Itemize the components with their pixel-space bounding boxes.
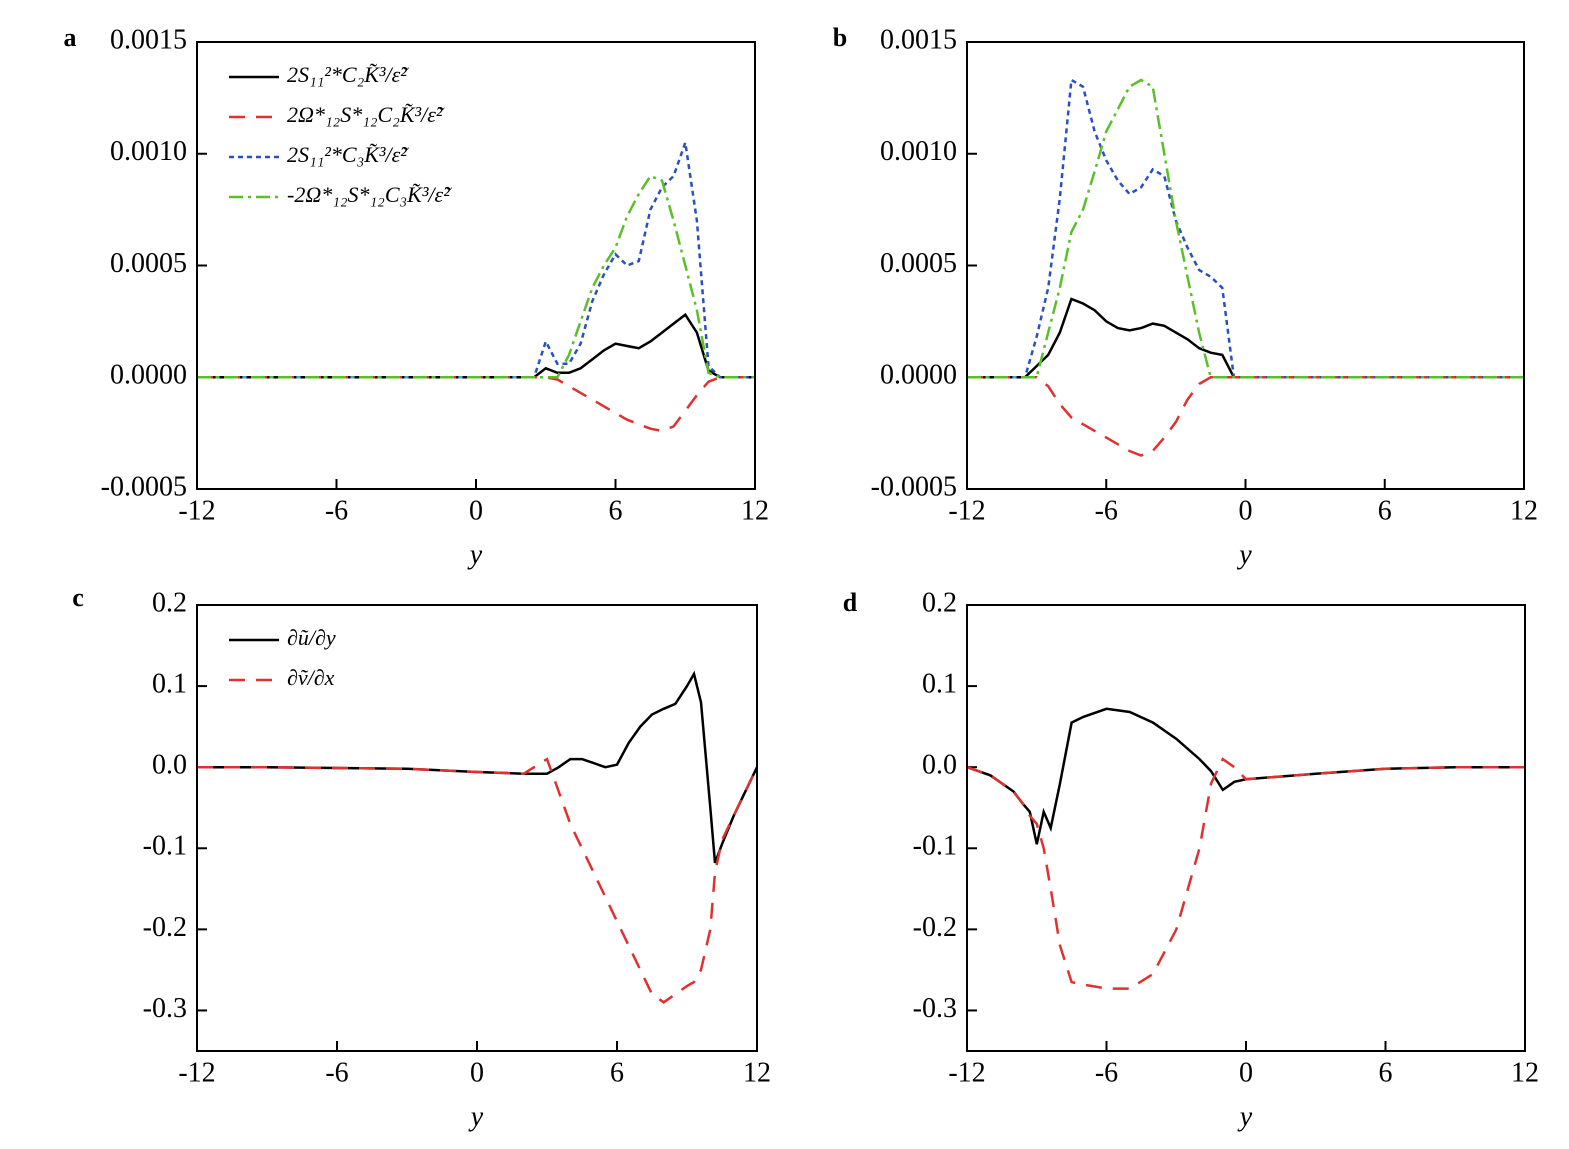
y-tick-label: 0.0005 — [880, 248, 957, 279]
x-tick-label: 6 — [1378, 495, 1392, 526]
x-tick-label: -12 — [948, 495, 985, 526]
series-line — [197, 376, 755, 433]
y-tick-label: -0.1 — [913, 831, 957, 862]
y-tick-label: 0.0000 — [110, 360, 187, 391]
y-tick-label: 0.0005 — [110, 248, 187, 279]
y-tick-label: 0.1 — [152, 669, 187, 700]
y-tick-label: 0.0015 — [880, 24, 957, 55]
y-tick-label: -0.2 — [913, 912, 957, 943]
x-tick-label: -6 — [325, 1057, 348, 1088]
y-tick-label: 0.0 — [922, 750, 957, 781]
y-tick-label: 0.1 — [922, 669, 957, 700]
x-tick-label: 0 — [1239, 495, 1253, 526]
y-tick-label: -0.3 — [143, 993, 187, 1024]
series-line — [967, 376, 1524, 457]
panel-label: b — [833, 23, 847, 52]
y-tick-label: 0.0010 — [880, 136, 957, 167]
x-tick-label: 12 — [1511, 1057, 1539, 1088]
x-axis-label: y — [1236, 539, 1252, 570]
x-axis-label: y — [468, 1101, 484, 1132]
x-tick-label: 12 — [1510, 495, 1538, 526]
panel-label: c — [72, 583, 84, 612]
series-line — [967, 297, 1524, 379]
x-tick-label: -6 — [1095, 1057, 1118, 1088]
legend-label: ∂ṽ/∂x — [287, 665, 335, 690]
series-line — [197, 312, 755, 379]
y-tick-label: -0.3 — [913, 993, 957, 1024]
series-line — [967, 757, 1525, 990]
x-tick-label: 12 — [741, 495, 769, 526]
x-tick-label: 12 — [743, 1057, 771, 1088]
x-axis-label: y — [1237, 1101, 1253, 1132]
series-line — [967, 707, 1525, 845]
y-tick-label: 0.0010 — [110, 136, 187, 167]
series-line — [197, 757, 757, 1004]
panel-label: d — [843, 588, 858, 617]
series-line — [197, 670, 757, 864]
x-tick-label: 0 — [470, 1057, 484, 1088]
y-tick-label: -0.0005 — [101, 471, 187, 502]
legend-label: 2Ω*₁₂S*₁₂C₂K̃³/ε̃² — [287, 102, 445, 127]
plot-frame — [196, 41, 756, 490]
series-line — [967, 77, 1524, 379]
series-line — [197, 174, 755, 379]
series-line — [197, 142, 755, 379]
x-tick-label: -12 — [178, 1057, 215, 1088]
y-tick-label: 0.2 — [152, 587, 187, 618]
x-tick-label: 0 — [1239, 1057, 1253, 1088]
x-tick-label: -6 — [1095, 495, 1118, 526]
x-tick-label: -6 — [325, 495, 348, 526]
y-tick-label: -0.1 — [143, 831, 187, 862]
plot-frame — [196, 604, 758, 1052]
y-tick-label: 0.0000 — [880, 360, 957, 391]
plot-frame — [966, 604, 1526, 1052]
x-tick-label: -12 — [948, 1057, 985, 1088]
x-tick-label: 6 — [1379, 1057, 1393, 1088]
legend-label: -2Ω*₁₂S*₁₂C₃K̃³/ε̃² — [287, 182, 452, 207]
y-tick-label: 0.0 — [152, 750, 187, 781]
y-tick-label: 0.0015 — [110, 24, 187, 55]
plot-frame — [966, 41, 1525, 490]
series-line — [967, 78, 1524, 379]
x-axis-label: y — [467, 539, 483, 570]
legend-label: 2S₁₁²*C₃K̃³/ε̃² — [287, 142, 409, 167]
panel-label: a — [64, 23, 77, 52]
y-tick-label: 0.2 — [922, 587, 957, 618]
y-tick-label: -0.0005 — [871, 471, 957, 502]
x-tick-label: 6 — [610, 1057, 624, 1088]
legend-label: ∂ũ/∂y — [287, 625, 336, 650]
x-tick-label: 0 — [469, 495, 483, 526]
x-tick-label: 6 — [609, 495, 623, 526]
y-tick-label: -0.2 — [143, 912, 187, 943]
legend-label: 2S₁₁²*C₂K̃³/ε̃² — [287, 62, 409, 87]
x-tick-label: -12 — [178, 495, 215, 526]
